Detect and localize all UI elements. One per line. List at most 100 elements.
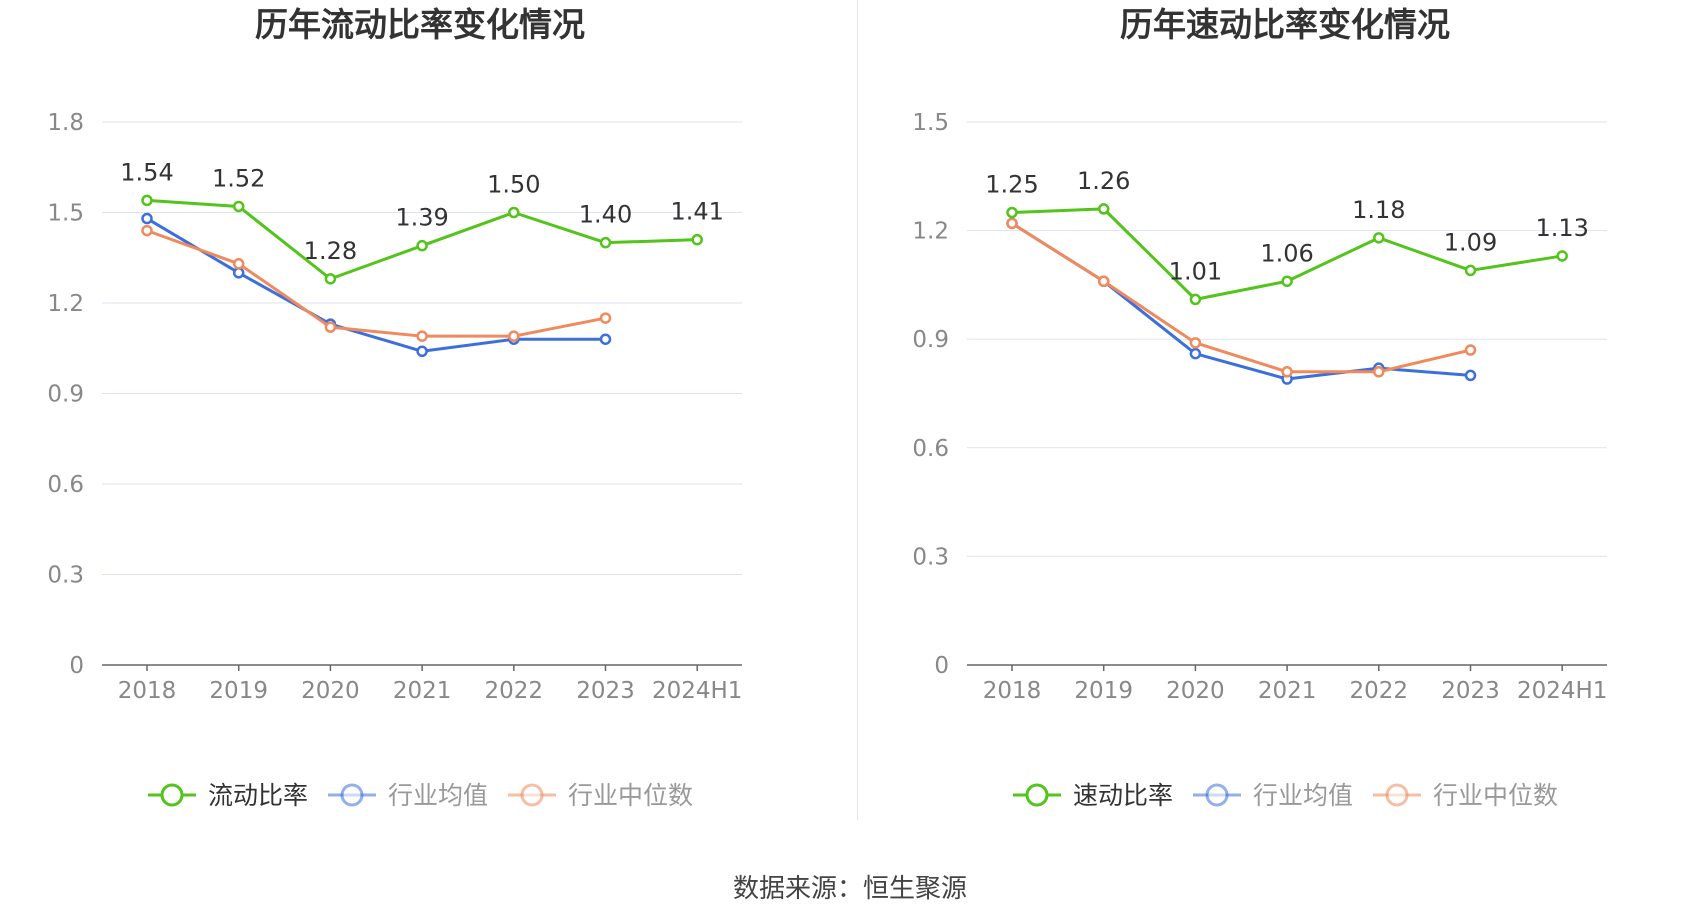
chart-0-title: 历年流动比率变化情况 [255,5,585,44]
chart-0-data-label: 1.50 [487,171,540,199]
chart-1-x-tick-label: 2018 [983,678,1042,704]
chart-0-data-point-avg[interactable] [599,333,612,345]
chart-1-data-point-primary[interactable] [1006,206,1018,219]
chart-0-data-label: 1.39 [395,204,448,232]
chart-0-x-tick-label: 2024H1 [652,678,742,704]
chart-1-legend-label: 行业中位数 [1433,781,1558,810]
chart-0-data-point-avg[interactable] [232,267,245,279]
chart-1-data-point-primary[interactable] [1373,232,1385,244]
chart-0-series-line-median [146,229,606,338]
quick-ratio-chart-svg: 历年速动比率变化情况 0 0.3 0.6 0.9 1.2 1.5 2018 2019 2020 20… [912,5,1607,810]
chart-1-legend-swatch-marker [1385,783,1409,807]
chart-0-legend-item-primary[interactable]: 流动比率 [148,781,308,810]
chart-1-data-label: 1.25 [985,171,1038,199]
chart-1-data-point-primary[interactable] [1097,203,1110,215]
chart-0-legend-item-avg[interactable]: 行业均值 [328,781,488,810]
chart-1-data-label: 1.01 [1169,257,1222,285]
chart-0-y-tick-label: 1.5 [47,201,84,227]
chart-1-y-tick-label: 0.3 [912,544,949,570]
chart-1-y-tick-label: 0.9 [912,327,949,353]
chart-0-y-tick-label: 0.6 [47,472,84,498]
chart-1-data-point-median[interactable] [1373,366,1385,378]
chart-1-data-point-median[interactable] [1006,217,1018,230]
chart-0-y-tick-label: 0.3 [47,563,84,589]
chart-1-legend-label: 行业均值 [1253,781,1353,810]
chart-1-title: 历年速动比率变化情况 [1120,5,1450,44]
chart-1-data-point-median[interactable] [1464,344,1477,356]
chart-0-data-point-primary[interactable] [141,194,153,207]
chart-1-data-label: 1.18 [1352,196,1405,224]
chart-1-data-label: 1.26 [1077,167,1130,195]
chart-1-data-point-primary[interactable] [1281,275,1293,288]
chart-1-data-point-median[interactable] [1097,275,1110,288]
chart-0-y-tick-label: 0.9 [47,382,84,408]
chart-1-data-label: 1.06 [1260,239,1313,267]
chart-0-data-point-primary[interactable] [691,233,703,246]
chart-0-data-point-median[interactable] [141,224,153,237]
data-source: 数据来源：恒生聚源 [732,874,967,904]
chart-0-legend-label: 行业均值 [388,781,488,810]
chart-1-x-tick-label: 2024H1 [1517,678,1607,704]
chart-0-data-label: 1.54 [120,158,173,186]
chart-1-y-tick-label: 0 [934,653,949,679]
chart-1-legend-item-primary[interactable]: 速动比率 [1013,781,1173,810]
chart-0-legend-swatch-marker [520,783,544,807]
chart-1-legend-swatch-marker [1025,783,1049,807]
chart-0-x-tick-label: 2019 [209,678,268,704]
chart-0-data-point-median[interactable] [416,330,428,342]
chart-0-data-point-median[interactable] [508,330,520,342]
chart-0-x-tick-label: 2018 [118,678,177,704]
chart-0-y-tick-label: 1.8 [47,110,84,136]
chart-1-legend-swatch-marker [1205,783,1229,807]
chart-0-x-tick-label: 2020 [301,678,360,704]
chart-0-legend-label: 流动比率 [208,781,308,810]
chart-1-legend-item-avg[interactable]: 行业均值 [1193,781,1353,810]
chart-0-legend-label: 行业中位数 [568,781,693,810]
chart-0-series-line-avg [146,217,606,353]
chart-1-data-point-avg[interactable] [1464,369,1477,382]
chart-1-data-point-primary[interactable] [1189,293,1202,306]
chart-0-x-tick-label: 2023 [576,678,635,704]
chart-0-legend-item-median[interactable]: 行业中位数 [508,781,693,810]
chart-0-data-point-primary[interactable] [324,273,337,285]
chart-0-data-point-avg[interactable] [141,212,153,225]
chart-1-x-tick-label: 2022 [1350,678,1409,704]
chart-0-data-point-median[interactable] [599,312,612,324]
chart-0-legend-swatch-marker [340,783,364,807]
chart-1-legend-item-median[interactable]: 行业中位数 [1373,781,1558,810]
chart-1-y-tick-label: 1.2 [912,219,949,245]
chart-1-data-point-primary[interactable] [1464,264,1477,277]
chart-0-data-point-primary[interactable] [416,239,428,252]
chart-0-x-tick-label: 2022 [485,678,544,704]
chart-0-data-point-median[interactable] [232,258,245,270]
chart-0-legend-swatch-marker [160,783,184,807]
chart-1-data-label: 1.13 [1535,214,1588,242]
chart-1-y-tick-label: 0.6 [912,436,949,462]
chart-0-y-tick-label: 0 [69,653,84,679]
chart-1-x-tick-label: 2019 [1074,678,1133,704]
chart-0-data-point-avg[interactable] [416,345,428,358]
chart-1-data-point-median[interactable] [1189,337,1202,349]
chart-1-data-point-primary[interactable] [1556,250,1568,262]
current-ratio-chart-svg: 历年流动比率变化情况 0 0.3 0.6 0.9 1.2 1.5 1.8 2018 2019 202… [47,5,742,810]
chart-1-y-tick-label: 1.5 [912,110,949,136]
chart-0-data-label: 1.41 [670,198,723,226]
chart-0-data-label: 1.40 [579,201,632,229]
chart-0-data-label: 1.28 [304,237,357,265]
chart-1-series-line-median [1011,222,1471,374]
chart-0-y-tick-label: 1.2 [47,291,84,317]
chart-0-data-point-primary[interactable] [599,236,612,249]
chart-0-data-label: 1.52 [212,164,265,192]
chart-0-data-point-primary[interactable] [232,200,245,213]
chart-1-x-tick-label: 2021 [1258,678,1317,704]
chart-1-data-point-avg[interactable] [1189,347,1202,360]
chart-1-x-tick-label: 2020 [1166,678,1225,704]
quick-ratio-chart: 历年速动比率变化情况 0 0.3 0.6 0.9 1.2 1.5 2018 2019 2020 20… [865,0,1700,830]
chart-1-data-label: 1.09 [1444,228,1497,256]
chart-divider [857,0,858,820]
current-ratio-chart: 历年流动比率变化情况 0 0.3 0.6 0.9 1.2 1.5 1.8 2018 2019 202… [0,0,850,830]
chart-0-data-point-median[interactable] [324,321,337,333]
chart-0-data-point-primary[interactable] [508,206,520,219]
chart-1-data-point-median[interactable] [1281,366,1293,378]
chart-0-x-tick-label: 2021 [393,678,452,704]
